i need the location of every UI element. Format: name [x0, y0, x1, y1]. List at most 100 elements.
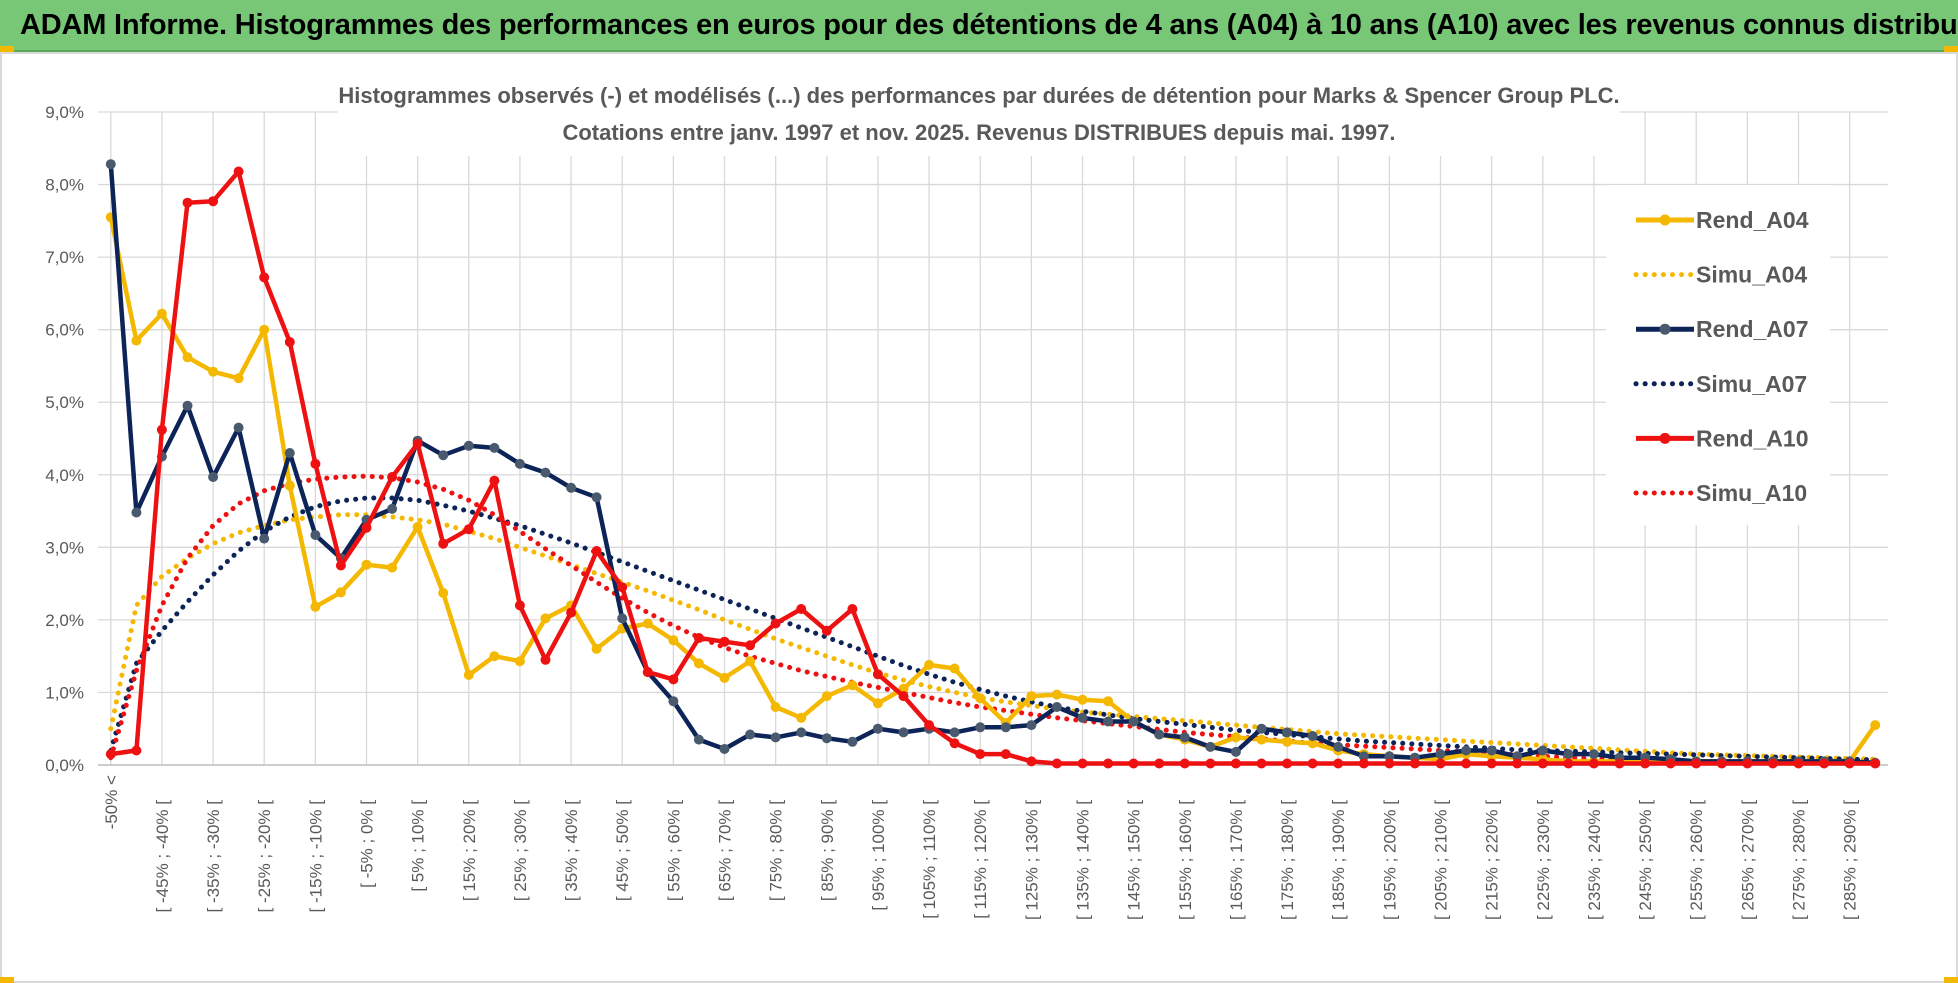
- point-rend-a07: [1333, 741, 1344, 752]
- series-line-rend-a07: [108, 164, 1876, 766]
- point-rend-a04: [1256, 734, 1267, 745]
- point-rend-a07: [668, 696, 679, 707]
- y-tick-label: 9,0%: [45, 103, 84, 122]
- point-rend-a04: [975, 693, 986, 704]
- y-tick-label: 5,0%: [45, 393, 84, 412]
- point-rend-a07: [540, 467, 551, 478]
- legend: Rend_A04 Simu_A04 Rend_A07 Simu_A07 Rend_A10…: [1606, 185, 1830, 525]
- point-rend-a07: [233, 422, 244, 433]
- point-rend-a04: [1051, 689, 1062, 700]
- x-tick-label: [ 125% ; 130% [: [1022, 800, 1041, 920]
- point-rend-a07: [1307, 731, 1318, 741]
- legend-label-rend-a04: Rend_A04: [1696, 207, 1809, 233]
- point-rend-a04: [719, 672, 730, 683]
- point-rend-a10: [284, 337, 295, 347]
- point-rend-a04: [1077, 694, 1088, 705]
- point-rend-a04: [514, 656, 525, 667]
- point-rend-a04: [1307, 738, 1318, 749]
- point-rend-a10: [438, 538, 449, 549]
- point-rend-a07: [1205, 741, 1216, 752]
- point-rend-a04: [208, 366, 219, 377]
- point-rend-a10: [387, 472, 398, 482]
- point-rend-a04: [872, 698, 883, 709]
- point-rend-a10: [693, 633, 704, 643]
- x-tick-label: -50% <: [102, 775, 121, 829]
- point-rend-a07: [898, 727, 909, 738]
- point-rend-a04: [693, 658, 704, 669]
- point-rend-a10: [1128, 758, 1139, 769]
- x-tick-label: [ 265% ; 270% [: [1738, 800, 1757, 920]
- point-rend-a07: [1000, 722, 1011, 733]
- point-rend-a04: [1282, 736, 1293, 747]
- x-tick-label: [ -25% ; -20% [: [255, 800, 274, 913]
- point-rend-a07: [1230, 746, 1241, 757]
- point-rend-a07: [1384, 751, 1395, 762]
- point-rend-a07: [693, 734, 704, 745]
- point-rend-a04: [463, 670, 474, 680]
- point-rend-a10: [566, 607, 577, 618]
- x-tick-label: [ 175% ; 180% [: [1278, 800, 1297, 920]
- point-rend-a04: [770, 702, 781, 712]
- point-rend-a04: [1230, 732, 1241, 743]
- point-rend-a10: [1409, 758, 1420, 769]
- point-rend-a10: [1282, 758, 1293, 769]
- point-rend-a10: [412, 438, 423, 449]
- legend-label-simu-a04: Simu_A04: [1696, 262, 1807, 288]
- legend-marker-rend-a10: [1659, 432, 1671, 444]
- point-rend-a04: [156, 308, 167, 319]
- point-rend-a07: [387, 503, 398, 514]
- point-rend-a07: [566, 482, 577, 493]
- point-rend-a07: [131, 507, 142, 518]
- x-tick-label: [ 135% ; 140% [: [1074, 800, 1093, 920]
- x-tick-label: [ 225% ; 230% [: [1534, 800, 1553, 920]
- point-rend-a04: [131, 335, 142, 346]
- x-tick-label: [ -15% ; -10% [: [306, 800, 325, 913]
- x-tick-label: [ 235% ; 240% [: [1585, 800, 1604, 920]
- point-rend-a10: [463, 524, 474, 535]
- point-rend-a04: [1870, 720, 1881, 731]
- point-rend-a04: [1026, 691, 1037, 702]
- point-rend-a10: [796, 604, 807, 614]
- point-rend-a10: [1512, 758, 1523, 769]
- point-rend-a10: [1640, 758, 1651, 769]
- point-rend-a10: [1358, 758, 1369, 769]
- point-rend-a10: [1793, 758, 1804, 769]
- point-rend-a10: [514, 600, 525, 611]
- corner-mark-top-right: [1944, 46, 1958, 52]
- point-rend-a07: [770, 732, 781, 743]
- point-rend-a10: [719, 636, 730, 647]
- x-tick-label: [ 165% ; 170% [: [1227, 800, 1246, 920]
- point-rend-a07: [591, 492, 602, 503]
- x-tick-label: [ 75% ; 80% [: [767, 800, 786, 901]
- point-rend-a04: [489, 651, 500, 662]
- point-rend-a07: [1179, 732, 1190, 743]
- point-rend-a07: [438, 450, 449, 461]
- point-rend-a10: [1665, 758, 1676, 769]
- legend-marker-rend-a07: [1659, 323, 1671, 335]
- x-tick-label: [ 185% ; 190% [: [1329, 800, 1348, 920]
- point-rend-a07: [1461, 745, 1472, 756]
- y-tick-label: 7,0%: [45, 248, 84, 267]
- point-rend-a10: [335, 560, 346, 571]
- corner-mark-top-left: [0, 46, 14, 52]
- point-rend-a10: [591, 546, 602, 556]
- point-rend-a10: [489, 475, 500, 486]
- point-rend-a10: [770, 618, 781, 629]
- point-rend-a10: [1537, 758, 1548, 769]
- point-rend-a10: [1205, 758, 1216, 769]
- x-tick-label: [ 25% ; 30% [: [511, 800, 530, 901]
- point-rend-a07: [1435, 749, 1446, 760]
- chart-title-line1: Histogrammes observés (-) et modélisés (…: [338, 83, 1619, 108]
- point-rend-a10: [1461, 758, 1472, 769]
- point-rend-a07: [1256, 723, 1267, 734]
- x-tick-label: [ -45% ; -40% [: [153, 800, 172, 913]
- point-rend-a10: [872, 669, 883, 680]
- point-rend-a07: [872, 723, 883, 734]
- report-title: ADAM Informe. Histogrammes des performan…: [0, 0, 1958, 52]
- point-rend-a07: [105, 159, 116, 170]
- point-rend-a07: [745, 729, 756, 740]
- legend-label-rend-a07: Rend_A07: [1696, 316, 1808, 342]
- point-rend-a04: [540, 613, 551, 624]
- point-rend-a10: [1716, 758, 1727, 769]
- x-tick-label: [ -35% ; -30% [: [204, 800, 223, 913]
